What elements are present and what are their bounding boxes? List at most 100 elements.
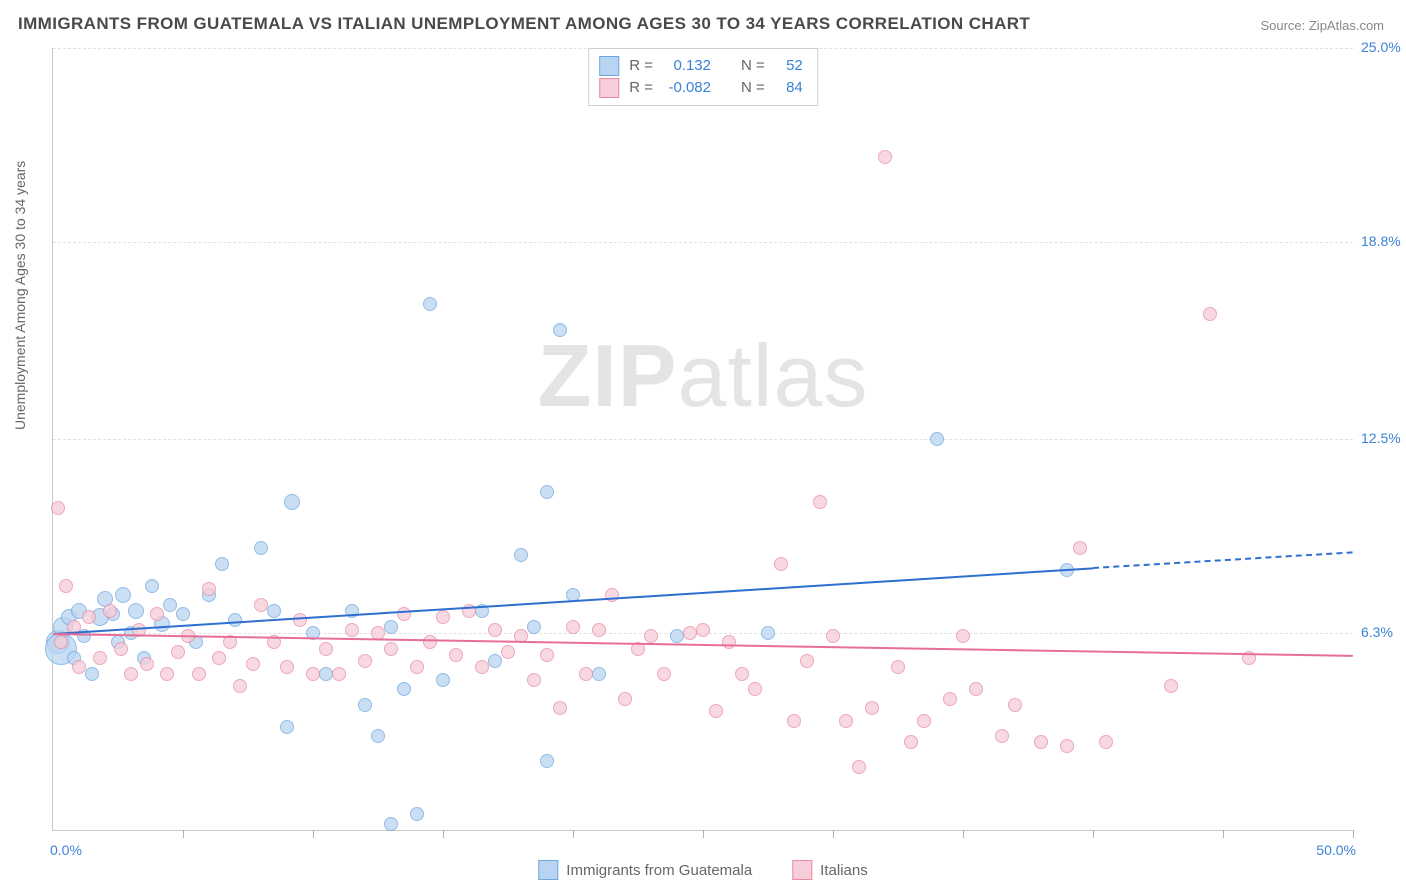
italians-point — [254, 598, 268, 612]
italians-point — [683, 626, 697, 640]
italians-point — [410, 660, 424, 674]
italians-point — [1060, 739, 1074, 753]
italians-point — [956, 629, 970, 643]
italians-point — [995, 729, 1009, 743]
italians-point — [1099, 735, 1113, 749]
italians-point — [82, 610, 96, 624]
y-tick-label: 18.8% — [1361, 233, 1406, 249]
guatemala-point — [284, 494, 300, 510]
italians-point — [192, 667, 206, 681]
guatemala-point — [128, 603, 144, 619]
guatemala-point — [371, 729, 385, 743]
italians-point — [553, 701, 567, 715]
italians-swatch-icon — [599, 78, 619, 98]
italians-point — [1008, 698, 1022, 712]
x-min-label: 0.0% — [50, 842, 82, 858]
italians-point — [839, 714, 853, 728]
gridline — [53, 242, 1353, 243]
italians-point — [436, 610, 450, 624]
italians-point — [501, 645, 515, 659]
trend-line — [1093, 552, 1353, 570]
italians-point — [657, 667, 671, 681]
guatemala-point — [930, 432, 944, 446]
watermark-bold: ZIP — [538, 326, 678, 425]
italians-point — [852, 760, 866, 774]
guatemala-point — [319, 667, 333, 681]
guatemala-point — [145, 579, 159, 593]
guatemala-point — [553, 323, 567, 337]
x-tick — [313, 830, 314, 838]
guatemala-point — [527, 620, 541, 634]
x-tick — [1223, 830, 1224, 838]
watermark: ZIPatlas — [538, 325, 869, 427]
italians-point — [1203, 307, 1217, 321]
guatemala-point — [358, 698, 372, 712]
guatemala-point — [540, 485, 554, 499]
x-max-label: 50.0% — [1316, 842, 1356, 858]
italians-point — [709, 704, 723, 718]
gridline — [53, 439, 1353, 440]
italians-point — [787, 714, 801, 728]
italians-point — [605, 588, 619, 602]
guatemala-point — [163, 598, 177, 612]
italians-point — [332, 667, 346, 681]
legend-item-guatemala: Immigrants from Guatemala — [538, 860, 752, 880]
n-value: 52 — [775, 55, 803, 77]
italians-point — [969, 682, 983, 696]
guatemala-point — [384, 817, 398, 831]
guatemala-point — [761, 626, 775, 640]
italians-point — [475, 660, 489, 674]
italians-point — [566, 620, 580, 634]
legend-label: Italians — [820, 862, 868, 879]
r-value: 0.132 — [663, 55, 711, 77]
guatemala-point — [423, 297, 437, 311]
legend-label: Immigrants from Guatemala — [566, 862, 752, 879]
italians-point — [917, 714, 931, 728]
italians-point — [306, 667, 320, 681]
guatemala-point — [384, 620, 398, 634]
guatemala-point — [280, 720, 294, 734]
italians-point — [51, 501, 65, 515]
x-tick — [573, 830, 574, 838]
italians-point — [943, 692, 957, 706]
guatemala-swatch-icon — [599, 56, 619, 76]
guatemala-point — [397, 682, 411, 696]
guatemala-point — [176, 607, 190, 621]
guatemala-point — [670, 629, 684, 643]
n-label: N = — [741, 55, 765, 77]
x-tick — [183, 830, 184, 838]
italians-point — [171, 645, 185, 659]
italians-point — [904, 735, 918, 749]
italians-point — [878, 150, 892, 164]
italians-point — [423, 635, 437, 649]
guatemala-point — [488, 654, 502, 668]
guatemala-swatch-icon — [538, 860, 558, 880]
x-tick — [703, 830, 704, 838]
italians-point — [696, 623, 710, 637]
guatemala-point — [410, 807, 424, 821]
italians-point — [488, 623, 502, 637]
guatemala-point — [514, 548, 528, 562]
guatemala-point — [540, 754, 554, 768]
italians-point — [150, 607, 164, 621]
italians-point — [384, 642, 398, 656]
italians-swatch-icon — [792, 860, 812, 880]
n-label: N = — [741, 77, 765, 99]
guatemala-point — [592, 667, 606, 681]
italians-point — [592, 623, 606, 637]
plot-area: ZIPatlas 6.3%12.5%18.8%25.0% — [52, 48, 1353, 831]
italians-point — [865, 701, 879, 715]
legend: Immigrants from Guatemala Italians — [538, 860, 867, 880]
italians-point — [54, 635, 68, 649]
italians-point — [160, 667, 174, 681]
italians-point — [124, 667, 138, 681]
legend-item-italians: Italians — [792, 860, 868, 880]
italians-point — [774, 557, 788, 571]
stats-row-italians: R =-0.082N =84 — [599, 77, 803, 99]
italians-point — [345, 623, 359, 637]
italians-point — [1073, 541, 1087, 555]
italians-point — [59, 579, 73, 593]
r-label: R = — [629, 77, 653, 99]
italians-point — [233, 679, 247, 693]
italians-point — [103, 604, 117, 618]
